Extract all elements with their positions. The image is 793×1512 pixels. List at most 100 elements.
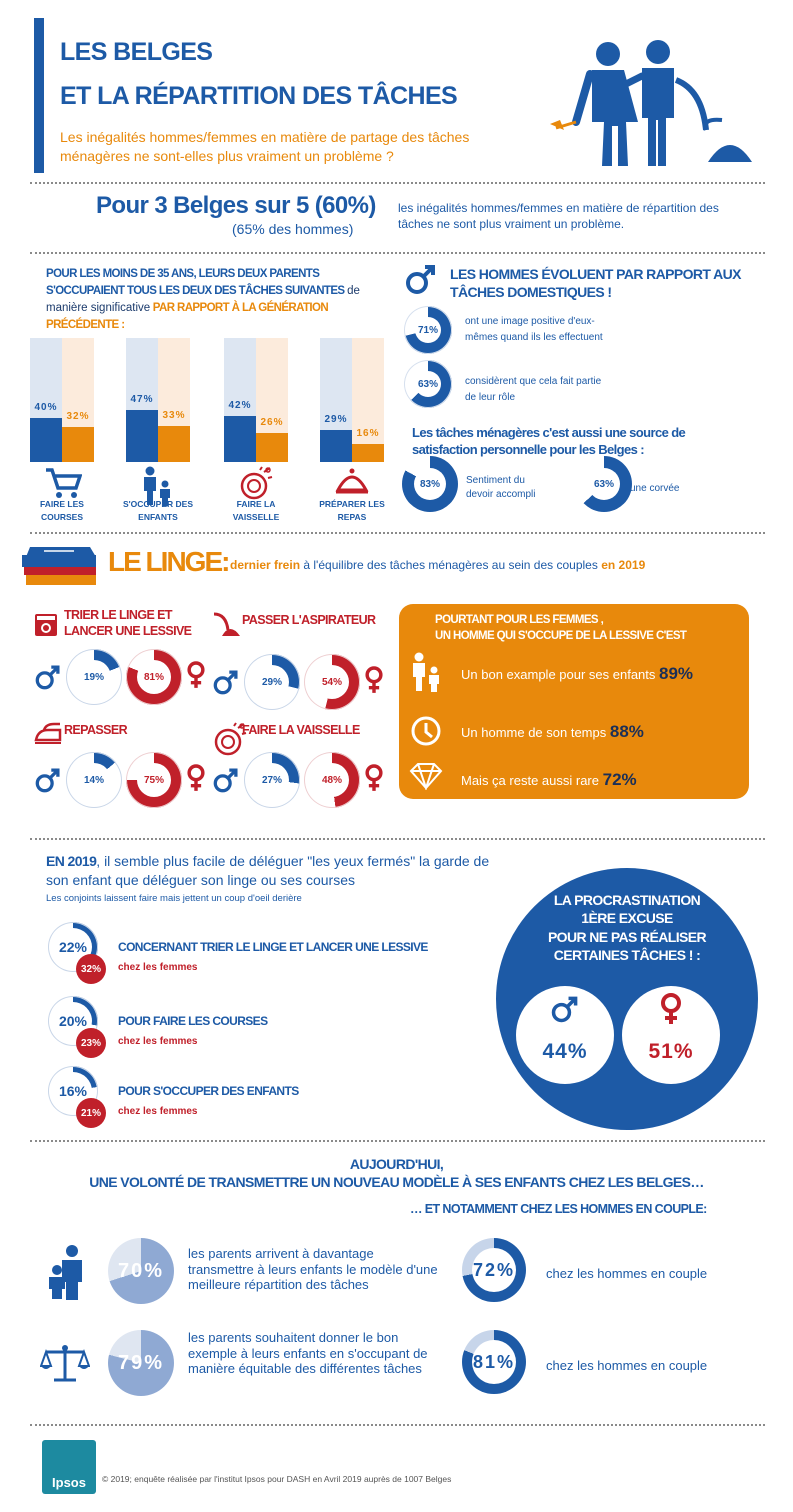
linge-subtitle: dernier frein à l'équilibre des tâches m… bbox=[230, 558, 645, 572]
bar-orange bbox=[256, 433, 288, 462]
parent-child-icon bbox=[140, 466, 174, 506]
clock-icon bbox=[409, 714, 443, 748]
female-symbol-icon bbox=[661, 993, 681, 1024]
today-donut: 79% bbox=[108, 1330, 174, 1396]
bar-orange bbox=[352, 444, 384, 462]
male-symbol-icon bbox=[34, 663, 62, 691]
women-share-donut: 75% bbox=[126, 752, 182, 808]
task-title: REPASSER bbox=[64, 723, 128, 737]
men-donut-label: 71% bbox=[415, 317, 441, 343]
task-title: FAIRE LA VAISSELLE bbox=[242, 723, 360, 737]
satisfaction-donut: 63% bbox=[576, 456, 632, 512]
bar-category-label: FAIRE LES COURSES bbox=[40, 499, 84, 522]
male-symbol-icon bbox=[212, 766, 240, 794]
delegate-men-label: 22% bbox=[54, 928, 92, 966]
box-item-label: Un homme de son temps bbox=[461, 725, 610, 740]
washing-machine-icon bbox=[34, 613, 58, 637]
delegate-title-rest: , il semble plus facile de déléguer "les… bbox=[46, 853, 490, 888]
delegate-title-bold: EN 2019 bbox=[46, 853, 97, 869]
women-share-donut-label: 81% bbox=[137, 660, 171, 694]
today-title2: UNE VOLONTÉ DE TRANSMETTRE UN NOUVEAU MO… bbox=[89, 1174, 704, 1190]
women-share-donut-label: 75% bbox=[137, 763, 171, 797]
headline-big: Pour 3 Belges sur 5 (60%) bbox=[96, 192, 376, 219]
men-item-text: ont une image positive d'eux-mêmes quand… bbox=[465, 316, 603, 343]
divider bbox=[30, 1424, 765, 1426]
footer-note: © 2019; enquête réalisée par l'institut … bbox=[102, 1474, 452, 1484]
delegate-women-suffix: chez les femmes bbox=[118, 1036, 198, 1047]
diamond-icon bbox=[409, 762, 443, 790]
men-share-donut: 19% bbox=[66, 649, 122, 705]
procrastination-men-circle: 44% bbox=[516, 986, 614, 1084]
bar-group: 40% 32% FAIRE LES COURSES bbox=[30, 338, 124, 528]
ipsos-logo: Ipsos bbox=[42, 1440, 96, 1494]
task-title: PASSER L'ASPIRATEUR bbox=[242, 613, 376, 627]
delegate-text: POUR S'OCCUPER DES ENFANTS bbox=[118, 1084, 299, 1098]
box-item-label: Mais ça reste aussi rare bbox=[461, 773, 603, 788]
procrastination-line3: POUR NE PAS RÉALISER CERTAINES TÂCHES ! … bbox=[547, 929, 707, 963]
male-symbol-icon bbox=[34, 766, 62, 794]
task-title: TRIER LE LINGE ET LANCER UNE LESSIVE bbox=[64, 608, 192, 638]
today-title3: … ET NOTAMMENT CHEZ LES HOMMES EN COUPLE… bbox=[410, 1202, 707, 1216]
today-title1: AUJOURD'HUI, bbox=[349, 1156, 444, 1172]
bar-blue-label: 40% bbox=[34, 402, 58, 413]
box-item-text: Un homme de son temps 88% bbox=[461, 722, 644, 742]
female-symbol-icon bbox=[184, 762, 208, 794]
female-symbol-icon bbox=[362, 664, 386, 696]
divider bbox=[30, 252, 765, 254]
men-share-donut-label: 19% bbox=[77, 660, 111, 694]
men-share-donut-label: 14% bbox=[77, 763, 111, 797]
procrastination-men-value: 44% bbox=[542, 1040, 588, 1063]
parent-child-icon bbox=[409, 652, 443, 692]
delegate-women-badge: 23% bbox=[76, 1028, 106, 1058]
ipsos-logo-text: Ipsos bbox=[52, 1475, 86, 1490]
bar-orange bbox=[62, 427, 94, 462]
header-accent-bar bbox=[34, 18, 44, 173]
linge-subtitle-b: à l'équilibre des tâches ménagères au se… bbox=[303, 558, 598, 572]
bar-blue bbox=[224, 416, 256, 462]
divider bbox=[30, 182, 765, 184]
satisfaction-title: Les tâches ménagères c'est aussi une sou… bbox=[412, 425, 686, 457]
box-item-text: Un bon example pour ses enfants 89% bbox=[461, 664, 693, 684]
satisfaction-text: une corvée bbox=[630, 483, 680, 494]
parents-title: POUR LES MOINS DE 35 ANS, LEURS DEUX PAR… bbox=[46, 266, 376, 334]
male-symbol-icon bbox=[551, 996, 578, 1023]
linge-title: LE LINGE: bbox=[108, 546, 230, 577]
bar-orange-label: 26% bbox=[260, 417, 284, 428]
delegate-women-suffix: chez les femmes bbox=[118, 962, 198, 973]
box-item-value: 88% bbox=[609, 722, 644, 741]
women-share-donut: 48% bbox=[304, 752, 360, 808]
procrastination-circle: LA PROCRASTINATION 1ÈRE EXCUSE POUR NE P… bbox=[496, 868, 758, 1130]
divider bbox=[30, 532, 765, 534]
bar-category-label: S'OCCUPER DES ENFANTS bbox=[122, 499, 194, 522]
laundry-stack-icon bbox=[20, 545, 102, 587]
couple-text: chez les hommes en couple bbox=[546, 1358, 708, 1373]
page-subtitle: Les inégalités hommes/femmes en matière … bbox=[60, 129, 470, 164]
men-item-text: considèrent que cela fait partie de leur… bbox=[465, 376, 602, 403]
procrastination-line1: LA PROCRASTINATION bbox=[553, 892, 701, 908]
today-text: les parents souhaitent donner le bon exe… bbox=[188, 1330, 428, 1376]
satisfaction-donut-label: 63% bbox=[588, 468, 620, 500]
bar-group: 47% 33% S'OCCUPER DES ENFANTS bbox=[123, 338, 220, 528]
page-title-line1: LES BELGES bbox=[60, 38, 213, 66]
headline-text: les inégalités hommes/femmes en matière … bbox=[398, 201, 719, 231]
box-item-label: Un bon example pour ses enfants bbox=[461, 667, 660, 682]
couple-cleaning-illustration bbox=[546, 40, 756, 170]
couple-donut: 72% bbox=[462, 1238, 526, 1302]
cart-icon bbox=[44, 466, 82, 500]
delegate-text: POUR FAIRE LES COURSES bbox=[118, 1014, 268, 1028]
delegate-title: EN 2019, il semble plus facile de délégu… bbox=[46, 852, 496, 890]
men-donut-label: 63% bbox=[415, 371, 441, 397]
women-share-donut: 54% bbox=[304, 654, 360, 710]
satisfaction-donut: 83% bbox=[402, 456, 458, 512]
bar-blue-label: 42% bbox=[228, 400, 252, 411]
parents-title-c: PAR RAPPORT À LA GÉNÉRATION PRÉCÉDENTE : bbox=[46, 302, 329, 331]
men-donut: 63% bbox=[404, 360, 452, 408]
women-laundry-box: POURTANT POUR LES FEMMES , UN HOMME QUI … bbox=[399, 604, 749, 799]
men-share-donut: 27% bbox=[244, 752, 300, 808]
delegate-text: CONCERNANT TRIER LE LINGE ET LANCER UNE … bbox=[118, 940, 428, 954]
scales-icon bbox=[40, 1344, 90, 1384]
divider bbox=[30, 838, 765, 840]
family-icon bbox=[46, 1244, 90, 1300]
women-share-donut-label: 54% bbox=[315, 665, 349, 699]
delegate-sub: Les conjoints laissent faire mais jetten… bbox=[46, 893, 302, 904]
